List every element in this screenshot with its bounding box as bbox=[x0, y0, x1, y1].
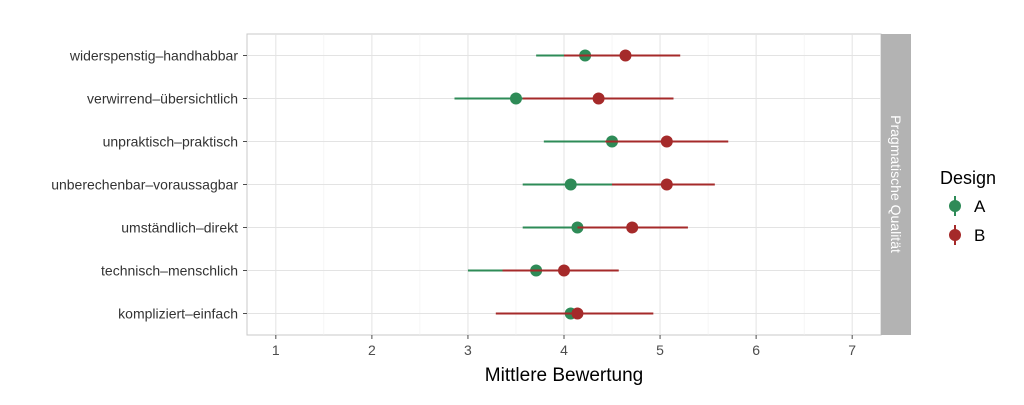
mean-point-b bbox=[660, 178, 673, 191]
y-tick-label: technisch–menschlich bbox=[101, 263, 238, 279]
mean-point-b bbox=[592, 92, 605, 105]
legend-title: Design bbox=[940, 168, 996, 188]
x-tick-label: 6 bbox=[752, 342, 760, 358]
legend-label-b: B bbox=[974, 226, 985, 245]
facet-strip bbox=[881, 34, 911, 335]
x-tick-label: 3 bbox=[464, 342, 472, 358]
legend-key-point-b bbox=[949, 229, 961, 241]
x-tick-label: 7 bbox=[848, 342, 856, 358]
legend-items: AB bbox=[949, 196, 986, 245]
data-layer bbox=[454, 49, 729, 320]
legend: Design AB bbox=[940, 168, 996, 245]
x-axis-title: Mittlere Bewertung bbox=[485, 365, 643, 386]
x-tick-label: 4 bbox=[560, 342, 568, 358]
facet-label: Pragmatische Qualität bbox=[888, 115, 904, 253]
mean-point-a bbox=[564, 178, 577, 191]
mean-point-b bbox=[558, 264, 570, 277]
y-tick-label: umständlich–direkt bbox=[121, 220, 238, 236]
y-tick-label: verwirrend–übersichtlich bbox=[87, 91, 238, 107]
y-axis: widerspenstig–handhabbar verwirrend–übers… bbox=[51, 48, 247, 322]
y-tick-label: widerspenstig–handhabbar bbox=[69, 48, 238, 64]
y-tick-label: unberechenbar–voraussagbar bbox=[51, 177, 238, 193]
y-tick-label: kompliziert–einfach bbox=[118, 306, 238, 322]
x-axis: 1 2 3 4 5 6 7 bbox=[272, 335, 856, 358]
x-tick-label: 2 bbox=[368, 342, 376, 358]
mean-point-b bbox=[626, 221, 639, 234]
mean-point-a bbox=[509, 92, 522, 105]
legend-label-a: A bbox=[974, 197, 986, 216]
mean-point-b bbox=[571, 307, 584, 320]
mean-point-b bbox=[619, 49, 632, 62]
legend-key-point-a bbox=[949, 200, 961, 212]
y-tick-label: unpraktisch–praktisch bbox=[103, 134, 238, 150]
x-tick-label: 5 bbox=[656, 342, 664, 358]
mean-point-b bbox=[660, 135, 673, 148]
x-tick-label: 1 bbox=[272, 342, 280, 358]
